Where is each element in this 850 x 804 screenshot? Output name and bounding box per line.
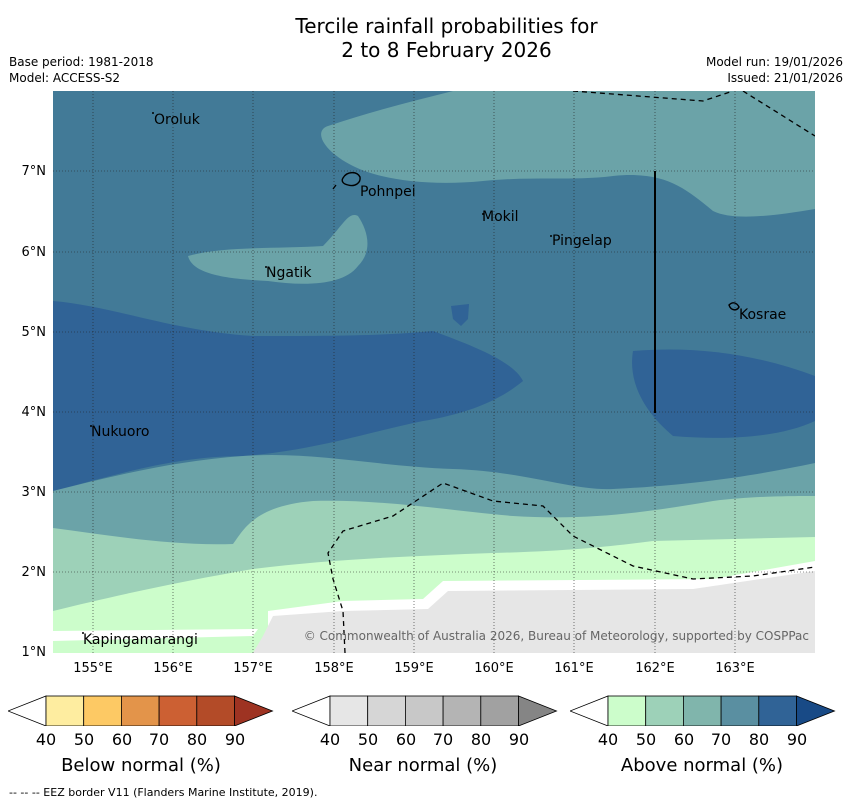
lat-label: 3°N [21,485,47,500]
region-60-north [321,91,815,217]
model-run: Model run: 19/01/2026 [705,55,843,69]
tick-label: 60 [111,730,133,749]
colorbar-near [292,695,558,726]
lon-label: 157°E [233,661,273,676]
tick-label: 90 [508,730,530,749]
tick-label: 70 [432,730,454,749]
legend-below-normal [8,694,274,726]
region-near-50 [253,571,815,653]
legend-near-normal [292,694,558,726]
colorbar-extend-high [796,695,836,726]
lon-label: 155°E [73,661,113,676]
place-label: Kapingamarangi [83,632,198,648]
tick-label: 80 [186,730,208,749]
legend-title-near: Near normal (%) [348,755,498,776]
lon-label: 159°E [394,661,434,676]
lat-label: 7°N [21,164,47,179]
region-80-spot [451,304,469,326]
lat-label: 4°N [21,405,47,420]
colorbar-swatch [196,695,235,726]
region-60-ngatik [188,215,368,284]
lon-label: 163°E [715,661,755,676]
colorbar-below [8,695,274,726]
colorbar-extend-high [518,695,558,726]
tick-label: 40 [597,730,619,749]
model-name: Model: ACCESS-S2 [9,71,121,85]
colorbar-swatch [121,695,160,726]
colorbar-above [570,695,836,726]
colorbar-swatch [683,695,722,726]
region-80-east [632,349,815,438]
colorbar-swatch [329,695,369,726]
colorbar-extend-low [292,695,331,726]
base-period: Base period: 1981-2018 [9,55,154,69]
colorbar-swatch [720,695,760,726]
kosrae-island [728,302,740,311]
colorbar-swatch [645,695,684,726]
title-line-2: 2 to 8 February 2026 [341,38,552,62]
tick-label: 90 [786,730,808,749]
colorbar-extend-high [234,695,274,726]
meta-left: Base period: 1981-2018 Model: ACCESS-S2 [9,54,154,86]
map-panel: Oroluk Pohnpei Mokil Pingelap Ngatik Kos… [53,91,815,653]
meta-right: Model run: 19/01/2026 Issued: 21/01/2026 [706,54,843,86]
colorbar-swatch [405,695,444,726]
lon-label: 160°E [474,661,514,676]
island-dots [82,112,552,634]
place-label: Pingelap [552,233,612,249]
tick-label: 50 [357,730,379,749]
pohnpei-island [341,171,361,187]
lat-label: 1°N [21,645,47,660]
colorbar-swatch [442,695,482,726]
lon-label: 158°E [314,661,354,676]
colorbar-swatch [45,695,85,726]
legend-above-normal [570,694,836,726]
legend-title-below: Below normal (%) [61,755,221,776]
map-title: Tercile rainfall probabilities for 2 to … [0,14,850,62]
colorbar-extend-low [8,695,47,726]
colorbar-swatch [480,695,519,726]
region-white-sw [53,629,258,641]
colorbar-swatch [367,695,406,726]
lon-label: 162°E [635,661,675,676]
colorbar-swatch [758,695,797,726]
colorbar-swatch [158,695,198,726]
place-label: Kosrae [739,307,787,323]
lat-label: 2°N [21,565,47,580]
map-canvas [53,91,815,653]
tick-label: 70 [710,730,732,749]
copyright-notice: © Commonwealth of Australia 2026, Bureau… [303,629,809,643]
tick-label: 60 [673,730,695,749]
lat-label: 5°N [21,325,47,340]
lon-label: 161°E [554,661,594,676]
legend-title-above: Above normal (%) [620,755,784,776]
place-label: Nukuoro [91,424,150,440]
tick-label: 50 [73,730,95,749]
tick-label: 50 [635,730,657,749]
title-line-1: Tercile rainfall probabilities for [295,14,598,38]
tick-label: 80 [748,730,770,749]
tick-label: 80 [470,730,492,749]
tick-label: 60 [395,730,417,749]
place-label: Pohnpei [360,184,416,200]
colorbar-extend-low [570,695,609,726]
region-80-west [53,301,523,491]
place-label: Ngatik [266,265,312,281]
eez-footnote: -- -- -- EEZ border V11 (Flanders Marine… [9,786,318,799]
lat-label: 6°N [21,245,47,260]
colorbar-swatch [83,695,122,726]
place-label: Mokil [482,209,519,225]
tick-label: 40 [35,730,57,749]
tick-label: 90 [224,730,246,749]
tick-label: 40 [319,730,341,749]
place-label: Oroluk [154,112,200,128]
lon-label: 156°E [153,661,193,676]
tick-label: 70 [148,730,170,749]
eez-border [327,91,815,653]
colorbar-swatch [607,695,647,726]
issued-date: Issued: 21/01/2026 [727,71,843,85]
